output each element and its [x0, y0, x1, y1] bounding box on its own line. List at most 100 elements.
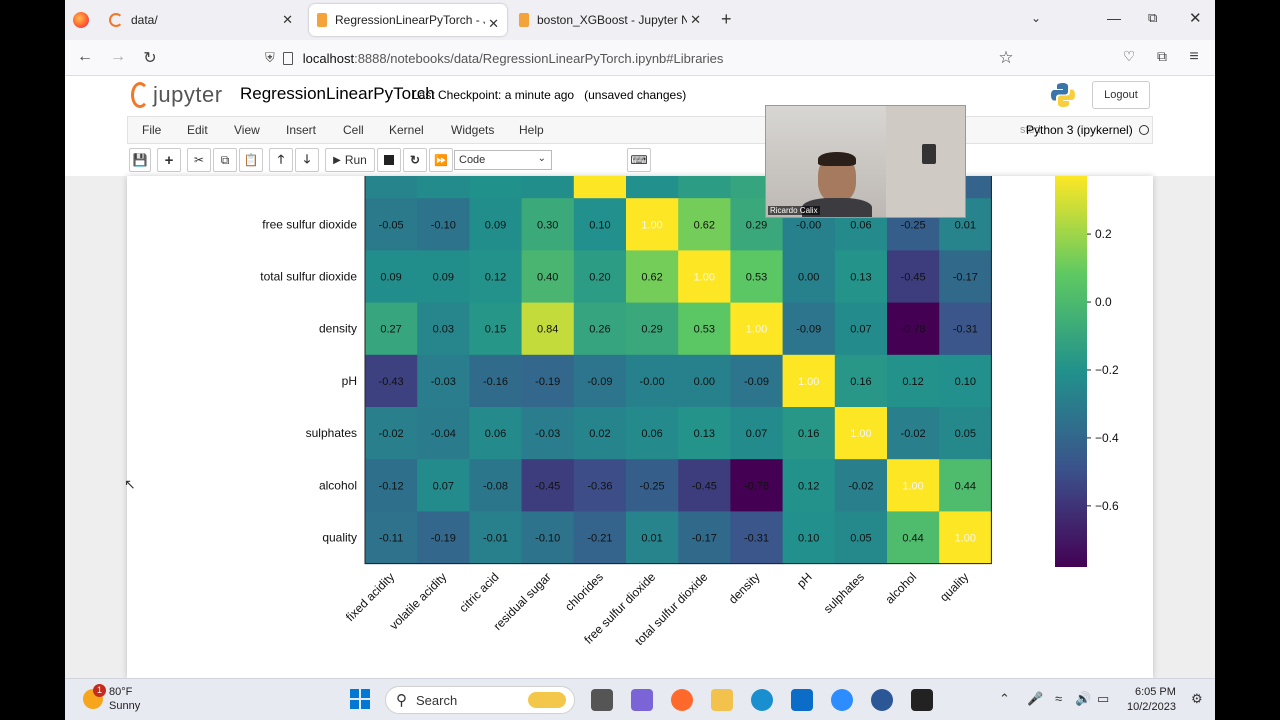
copy-icon[interactable]: ⧉ — [213, 148, 237, 172]
edge-icon[interactable] — [751, 689, 773, 711]
save-icon[interactable]: 💾 — [129, 148, 151, 172]
python-logo-icon — [1051, 83, 1075, 107]
taskbar: 1 80°F Sunny ⚲ Search ⌃ 🎤 ≈ 🔊 ▭ 6:05 PM … — [65, 678, 1215, 720]
new-tab-button[interactable]: + — [721, 9, 732, 29]
notebook-title[interactable]: RegressionLinearPyTorch — [240, 84, 435, 103]
column-label: alcohol — [882, 570, 919, 607]
colorbar-tick-label: −0.4 — [1095, 431, 1119, 445]
heatmap-value-label: 0.44 — [955, 480, 976, 492]
menu-insert[interactable]: Insert — [286, 123, 317, 137]
back-icon[interactable]: ← — [77, 48, 93, 65]
logout-button[interactable]: Logout — [1092, 81, 1150, 109]
tab-boston[interactable]: boston_XGBoost - Jupyter Note ✕ — [511, 0, 709, 40]
move-down-icon[interactable]: 🡓 — [295, 148, 319, 172]
reload-icon[interactable]: ↻ — [143, 50, 157, 67]
heatmap-value-label: -0.19 — [535, 376, 560, 388]
keyboard-icon[interactable]: ⌨ — [627, 148, 651, 172]
bookmark-star-icon[interactable]: ☆ — [998, 48, 1014, 67]
menu-view[interactable]: View — [234, 123, 260, 137]
close-window-icon[interactable]: ✕ — [1189, 10, 1202, 27]
kernel-name[interactable]: Python 3 (ipykernel) — [1026, 123, 1133, 137]
heatmap-value-label: 0.10 — [589, 219, 610, 231]
heatmap-cell — [887, 459, 940, 512]
task-view-icon[interactable] — [591, 689, 613, 711]
heatmap-value-label: 0.12 — [485, 272, 506, 284]
tab-data[interactable]: data/ ✕ — [101, 0, 301, 40]
pocket-icon[interactable]: ♡ — [1122, 48, 1136, 64]
microphone-icon[interactable]: 🎤 — [1027, 691, 1044, 706]
close-tab-icon[interactable]: ✕ — [690, 12, 701, 27]
heatmap-value-label: 0.01 — [955, 219, 976, 231]
webcam-name-label: Ricardo Calix — [768, 206, 820, 215]
teams-icon[interactable] — [631, 689, 653, 711]
heatmap-value-label: -0.45 — [901, 272, 926, 284]
heatmap-cell — [678, 250, 731, 304]
insert-cell-icon[interactable]: + — [157, 148, 181, 172]
trusted-indicator[interactable]: sted — [1020, 124, 1041, 136]
firefox-icon[interactable] — [73, 12, 89, 28]
battery-icon[interactable]: ▭ — [1097, 691, 1110, 706]
close-tab-icon[interactable]: ✕ — [282, 12, 293, 27]
restore-icon[interactable]: ⧉ — [1148, 10, 1158, 25]
jupyter-favicon — [109, 13, 123, 27]
cell-type-select[interactable]: Code ⌄ — [454, 150, 552, 170]
heatmap-cell — [417, 250, 470, 304]
heatmap-value-label: 0.20 — [589, 272, 610, 284]
heatmap-cell — [834, 354, 888, 408]
notification-icon[interactable]: ⚙ — [1191, 691, 1203, 706]
heatmap-cell — [887, 407, 940, 460]
app-icon[interactable] — [871, 689, 893, 711]
heatmap-value-label: 0.15 — [485, 324, 506, 336]
heatmap-value-label: -0.09 — [796, 324, 821, 336]
tab-regression[interactable]: RegressionLinearPyTorch - Jupy ✕ — [309, 4, 507, 36]
heatmap-value-label: 0.07 — [433, 480, 454, 492]
webcam-overlay[interactable]: Ricardo Calix — [765, 105, 966, 218]
menu-kernel[interactable]: Kernel — [389, 123, 424, 137]
windows-start-icon[interactable] — [350, 689, 370, 709]
heatmap-cell — [365, 511, 418, 565]
heatmap-value-label: 0.27 — [380, 324, 401, 336]
store-icon[interactable] — [791, 689, 813, 711]
menu-cell[interactable]: Cell — [343, 123, 364, 137]
shield-icon[interactable]: ⛨ — [265, 50, 275, 65]
url-bar[interactable]: ⛨ localhost :8888/notebooks/data/Regress… — [255, 44, 1025, 72]
restart-icon[interactable]: ↻ — [403, 148, 427, 172]
menu-icon[interactable]: ≡ — [1189, 48, 1199, 65]
page-icon[interactable] — [282, 51, 293, 65]
taskbar-clock[interactable]: 6:05 PM 10/2/2023 — [1127, 685, 1176, 715]
wifi-icon[interactable]: ≈ — [1055, 691, 1063, 706]
tab-list-chevron-icon[interactable]: ⌄ — [1031, 11, 1042, 25]
heatmap-value-label: 0.03 — [433, 324, 454, 336]
zoom-icon[interactable] — [831, 689, 853, 711]
heatmap-cell — [782, 511, 836, 565]
minimize-icon[interactable]: — — [1107, 10, 1121, 26]
stop-icon[interactable] — [377, 148, 401, 172]
fast-forward-icon[interactable]: ⏩ — [429, 148, 453, 172]
taskbar-search[interactable]: ⚲ Search — [385, 686, 575, 714]
speaker-icon[interactable]: 🔊 — [1075, 691, 1092, 706]
menu-help[interactable]: Help — [519, 123, 544, 137]
firefox-taskbar-icon[interactable] — [671, 689, 693, 711]
file-explorer-icon[interactable] — [711, 689, 733, 711]
run-button[interactable]: ▶ Run — [325, 148, 375, 172]
chevron-up-icon[interactable]: ⌃ — [999, 691, 1010, 706]
menu-edit[interactable]: Edit — [187, 123, 208, 137]
cut-icon[interactable]: ✂ — [187, 148, 211, 172]
paste-icon[interactable]: 📋 — [239, 148, 263, 172]
move-up-icon[interactable]: 🡑 — [269, 148, 293, 172]
close-tab-icon[interactable]: ✕ — [488, 16, 499, 31]
heatmap-value-label: 1.00 — [798, 376, 819, 388]
heatmap-cell — [939, 407, 992, 460]
jupyter-logo[interactable]: jupyter — [131, 82, 223, 108]
forward-icon[interactable]: → — [110, 48, 126, 65]
heatmap-value-label: -0.45 — [692, 480, 717, 492]
terminal-icon[interactable] — [911, 689, 933, 711]
menu-widgets[interactable]: Widgets — [451, 123, 495, 137]
heatmap-cell — [365, 354, 418, 408]
url-path: :8888/notebooks/data/RegressionLinearPyT… — [354, 50, 724, 66]
menu-file[interactable]: File — [142, 123, 162, 137]
extensions-icon[interactable]: ⧉ — [1157, 48, 1167, 64]
clock-time: 6:05 PM — [1134, 686, 1176, 698]
notebook-toolbar: 💾 + ✂ ⧉ 📋 🡑 🡓 ▶ Run ↻ ⏩ Code ⌄ ⌨ — [127, 146, 1153, 176]
weather-widget[interactable]: 80°F Sunny — [109, 685, 140, 713]
